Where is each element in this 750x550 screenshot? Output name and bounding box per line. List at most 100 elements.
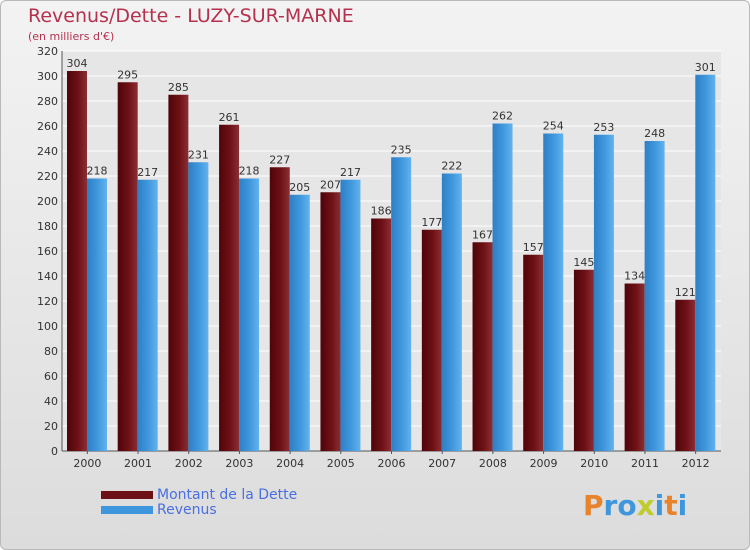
bar-revenus [644, 141, 665, 451]
bar-revenus [137, 179, 158, 451]
data-label-dette: 186 [371, 205, 392, 218]
data-label-dette: 207 [320, 178, 341, 191]
bar-revenus [695, 74, 716, 451]
legend-label-dette: Montant de la Dette [157, 486, 298, 503]
y-tick-label: 40 [44, 395, 58, 408]
bar-dette [675, 299, 696, 451]
x-tick-label: 2001 [124, 457, 152, 470]
x-tick-label: 2002 [175, 457, 203, 470]
x-tick-label: 2012 [682, 457, 710, 470]
bar-dette [219, 124, 240, 451]
bar-revenus [239, 178, 260, 451]
bar-dette [624, 283, 645, 451]
legend-swatch-dette [101, 490, 153, 499]
data-label-revenus: 235 [391, 143, 412, 156]
data-label-revenus: 231 [188, 148, 209, 161]
data-label-revenus: 218 [87, 165, 108, 178]
data-label-dette: 261 [219, 111, 240, 124]
bar-revenus [593, 134, 614, 451]
legend-swatch-revenus [101, 505, 153, 514]
bar-dette [421, 229, 442, 451]
y-tick-label: 0 [51, 445, 58, 458]
logo-letter: i [677, 489, 688, 522]
bar-revenus [391, 157, 412, 451]
data-label-revenus: 262 [492, 110, 513, 123]
data-label-dette: 121 [675, 286, 696, 299]
bar-revenus [492, 123, 513, 451]
data-label-revenus: 254 [543, 120, 564, 133]
y-tick-label: 280 [37, 95, 58, 108]
y-tick-label: 200 [37, 195, 58, 208]
bar-dette [523, 254, 544, 451]
data-label-dette: 167 [472, 228, 493, 241]
bar-dette [371, 218, 392, 451]
data-label-dette: 304 [67, 57, 88, 70]
data-label-revenus: 205 [289, 181, 310, 194]
y-tick-label: 320 [37, 45, 58, 58]
legend-item-dette: Montant de la Dette [101, 486, 298, 503]
bar-dette [320, 192, 341, 451]
chart-title: Revenus/Dette - LUZY-SUR-MARNE [28, 5, 354, 27]
bar-dette [269, 167, 290, 451]
y-tick-label: 260 [37, 120, 58, 133]
bar-revenus [543, 133, 564, 451]
logo-letter: o [617, 489, 637, 522]
data-label-dette: 157 [523, 241, 544, 254]
bar-revenus [441, 173, 462, 451]
data-label-dette: 285 [168, 81, 189, 94]
y-tick-label: 120 [37, 295, 58, 308]
x-tick-label: 2010 [580, 457, 608, 470]
logo-letter: x [636, 489, 655, 522]
data-label-revenus: 253 [593, 121, 614, 134]
y-tick-label: 100 [37, 320, 58, 333]
y-tick-label: 220 [37, 170, 58, 183]
x-tick-label: 2011 [631, 457, 659, 470]
y-tick-label: 80 [44, 345, 58, 358]
data-label-dette: 227 [269, 153, 290, 166]
data-label-revenus: 217 [137, 166, 158, 179]
data-label-revenus: 217 [340, 166, 361, 179]
bar-dette [573, 269, 594, 451]
y-tick-label: 60 [44, 370, 58, 383]
y-tick-label: 140 [37, 270, 58, 283]
logo-letter: P [583, 489, 604, 522]
data-label-revenus: 248 [644, 127, 665, 140]
logo-letter: r [603, 489, 618, 522]
data-label-revenus: 301 [695, 61, 716, 74]
y-tick-label: 160 [37, 245, 58, 258]
x-tick-label: 2000 [73, 457, 101, 470]
y-tick-label: 20 [44, 420, 58, 433]
x-tick-label: 2009 [530, 457, 558, 470]
bar-dette [472, 242, 493, 451]
y-tick-label: 300 [37, 70, 58, 83]
data-label-dette: 295 [117, 68, 138, 81]
bar-dette [67, 71, 87, 451]
data-label-dette: 177 [421, 216, 442, 229]
data-label-dette: 145 [573, 256, 594, 269]
proxiti-logo: Proxiti [583, 489, 687, 522]
logo-letter: i [654, 489, 665, 522]
bar-revenus [340, 179, 361, 451]
logo-letter: t [664, 489, 678, 522]
y-tick-label: 180 [37, 220, 58, 233]
bar-revenus [87, 178, 107, 451]
y-tick-label: 240 [37, 145, 58, 158]
x-tick-label: 2005 [327, 457, 355, 470]
data-label-revenus: 218 [239, 165, 260, 178]
x-tick-label: 2004 [276, 457, 304, 470]
bar-revenus [289, 194, 310, 451]
legend-item-revenus: Revenus [101, 501, 297, 518]
bar-dette [168, 94, 189, 451]
x-tick-label: 2006 [378, 457, 406, 470]
chart-subtitle: (en milliers d'€) [28, 30, 115, 43]
x-tick-label: 2007 [428, 457, 456, 470]
x-tick-label: 2008 [479, 457, 507, 470]
data-label-dette: 134 [624, 270, 645, 283]
legend: Montant de la Dette Revenus [101, 486, 298, 518]
bar-revenus [188, 162, 209, 451]
legend-label-revenus: Revenus [157, 501, 217, 518]
bar-dette [117, 82, 138, 451]
data-label-revenus: 222 [441, 160, 462, 173]
